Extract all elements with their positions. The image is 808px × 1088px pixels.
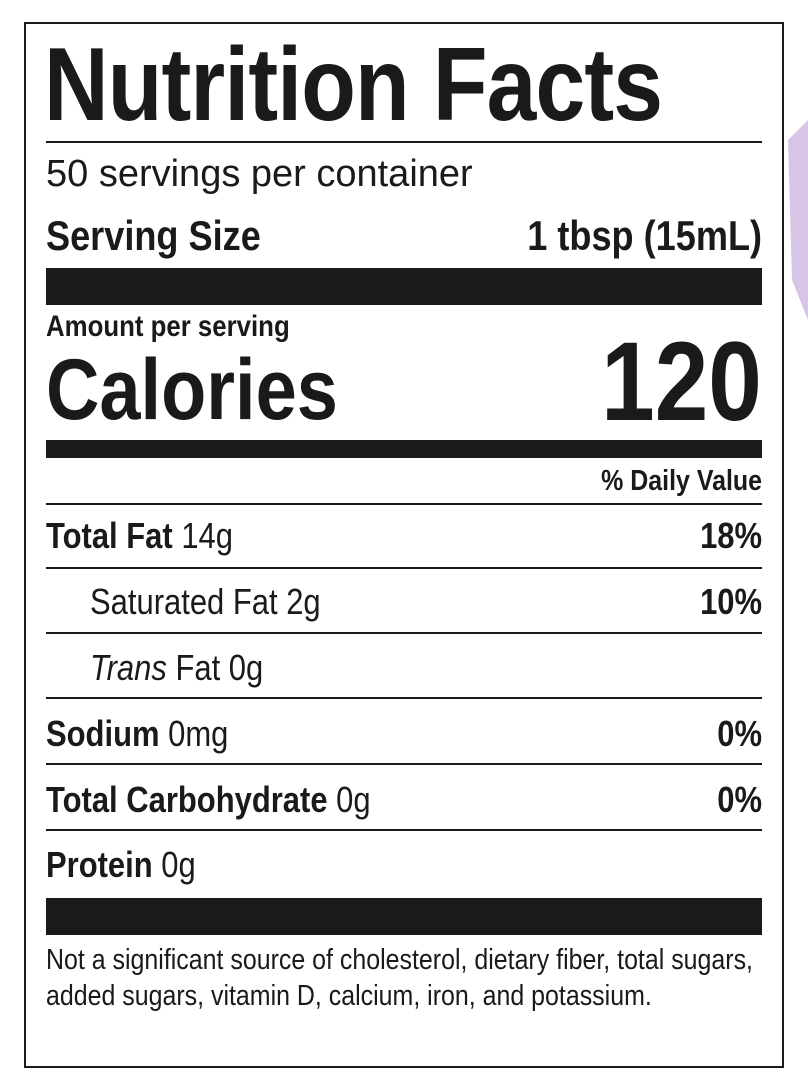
nutrient-amount: 0g xyxy=(336,779,371,820)
nutrient-amount: 0g xyxy=(161,844,196,885)
footnote: Not a significant source of cholesterol,… xyxy=(46,944,754,1012)
nutrient-dv: 10% xyxy=(700,581,762,622)
daily-value-header: % Daily Value xyxy=(601,465,762,497)
rule xyxy=(46,697,762,699)
nutrient-name: Saturated Fat 2g xyxy=(90,581,321,622)
nutrient-row: Sodium 0mg xyxy=(46,714,228,754)
nutrient-dv: 0% xyxy=(717,779,762,820)
nutrient-name: Total Fat xyxy=(46,515,173,556)
calories-value: 120 xyxy=(601,319,762,444)
nutrient-row: Trans Fat 0g xyxy=(90,648,263,688)
thick-rule xyxy=(46,268,762,305)
nutrient-row: Protein 0g xyxy=(46,845,196,885)
nutrient-name: Sodium xyxy=(46,713,160,754)
rule xyxy=(46,567,762,569)
nutrient-amount: 14g xyxy=(181,515,233,556)
thick-rule xyxy=(46,898,762,935)
nutrient-name: Fat 0g xyxy=(175,647,264,688)
nutrient-name: Total Carbohydrate xyxy=(46,779,328,820)
nutrient-row: Total Fat 14g xyxy=(46,516,233,556)
title: Nutrition Facts xyxy=(44,27,663,143)
rule xyxy=(46,829,762,831)
rule xyxy=(46,503,762,505)
nutrient-dv: 0% xyxy=(717,713,762,754)
label-border xyxy=(24,22,784,1068)
medium-rule xyxy=(46,440,762,458)
nutrient-row: Total Carbohydrate 0g xyxy=(46,780,371,820)
amount-per-serving: Amount per serving xyxy=(46,310,290,343)
calories-label: Calories xyxy=(46,342,338,438)
servings: 50 servings per container xyxy=(46,153,473,195)
nutrient-name: Protein xyxy=(46,844,153,885)
purple-shape xyxy=(788,120,808,320)
rule xyxy=(46,763,762,765)
nutrient-amount: 0mg xyxy=(168,713,229,754)
serving-size-value: 1 tbsp (15mL) xyxy=(527,212,762,259)
rule xyxy=(46,632,762,634)
serving-size-label: Serving Size xyxy=(46,212,261,259)
nutrient-prefix: Trans xyxy=(90,647,167,688)
rule xyxy=(46,141,762,143)
nutrient-dv: 18% xyxy=(700,515,762,556)
